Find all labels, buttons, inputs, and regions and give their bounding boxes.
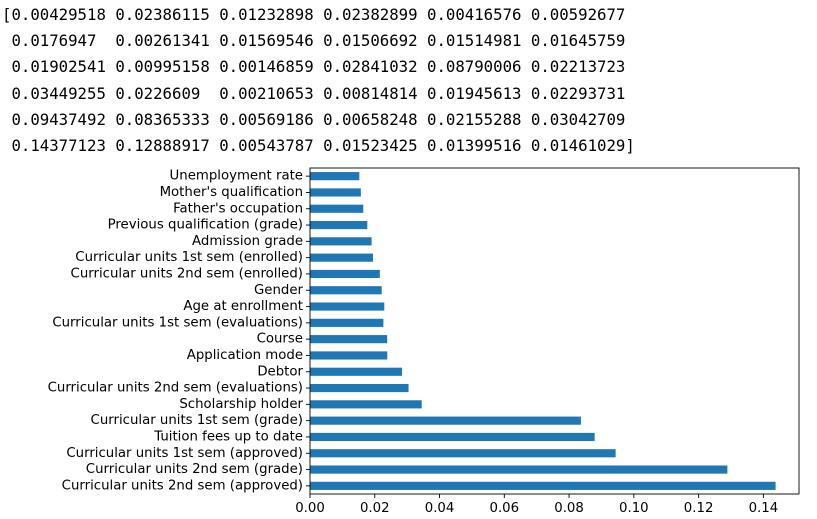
array-output: [0.00429518 0.02386115 0.01232898 0.0238… — [2, 2, 812, 159]
bar — [310, 253, 374, 262]
y-tick-label: Curricular units 2nd sem (grade) — [86, 462, 303, 477]
y-tick-label: Application mode — [187, 348, 303, 363]
array-line: 0.01902541 0.00995158 0.00146859 0.02841… — [2, 57, 626, 77]
array-line: 0.03449255 0.0226609 0.00210653 0.008148… — [2, 83, 626, 103]
y-tick-label: Scholarship holder — [179, 397, 303, 412]
y-tick-label: Admission grade — [192, 234, 303, 249]
bar — [310, 400, 422, 409]
y-tick-label: Curricular units 1st sem (evaluations) — [52, 315, 303, 330]
x-tick-label: 0.00 — [295, 501, 325, 516]
y-tick-label: Debtor — [257, 364, 303, 379]
bar — [310, 188, 361, 197]
bar — [310, 302, 385, 311]
bar — [310, 318, 384, 327]
y-tick-label: Father's occupation — [173, 201, 303, 216]
x-tick-label: 0.14 — [749, 501, 779, 516]
y-tick-label: Curricular units 1st sem (enrolled) — [75, 250, 303, 265]
bar — [310, 204, 364, 213]
bar — [310, 465, 728, 474]
x-tick-label: 0.08 — [554, 501, 584, 516]
array-line: [0.00429518 0.02386115 0.01232898 0.0238… — [2, 5, 626, 24]
bar — [310, 172, 360, 181]
bar — [310, 383, 409, 393]
y-tick-label: Gender — [254, 283, 304, 298]
array-line: 0.0176947 0.00261341 0.01569546 0.015066… — [2, 31, 626, 51]
y-tick-label: Tuition fees up to date — [153, 429, 303, 444]
y-tick-label: Curricular units 1st sem (approved) — [66, 446, 303, 461]
bar — [310, 449, 616, 458]
bar — [310, 367, 402, 376]
bar — [310, 237, 372, 246]
y-tick-label: Mother's qualification — [160, 185, 303, 200]
bar — [310, 335, 388, 344]
array-line: 0.14377123 0.12888917 0.00543787 0.01523… — [2, 136, 635, 156]
y-tick-label: Course — [257, 332, 303, 347]
y-tick-label: Age at enrollment — [183, 299, 303, 314]
x-tick-label: 0.06 — [489, 501, 519, 516]
bar — [310, 481, 776, 490]
y-tick-label: Curricular units 2nd sem (evaluations) — [48, 381, 303, 396]
x-tick-label: 0.02 — [360, 501, 390, 516]
x-tick-label: 0.04 — [425, 501, 455, 516]
bar — [310, 432, 595, 442]
y-tick-label: Curricular units 2nd sem (approved) — [62, 478, 303, 493]
x-tick-label: 0.12 — [684, 501, 714, 516]
x-tick-label: 0.10 — [619, 501, 649, 516]
y-tick-label: Curricular units 1st sem (grade) — [91, 413, 303, 428]
axes-frame — [309, 167, 800, 495]
bar — [310, 416, 581, 425]
bar — [310, 351, 388, 360]
y-axis-ticks: Curricular units 2nd sem (approved)Curri… — [48, 169, 310, 493]
bar — [310, 220, 368, 230]
y-tick-label: Previous qualification (grade) — [108, 218, 303, 233]
array-line: 0.09437492 0.08365333 0.00569186 0.00658… — [2, 109, 626, 129]
x-axis-ticks: 0.00 0.02 0.04 0.06 0.08 0.10 0.12 0.14 — [295, 494, 778, 516]
feature-importance-chart: Curricular units 2nd sem (approved)Curri… — [48, 167, 800, 516]
y-tick-label: Unemployment rate — [170, 169, 303, 184]
bar — [310, 286, 382, 295]
bar — [310, 269, 380, 279]
bars-layer — [310, 172, 776, 490]
y-tick-label: Curricular units 2nd sem (enrolled) — [71, 266, 303, 281]
